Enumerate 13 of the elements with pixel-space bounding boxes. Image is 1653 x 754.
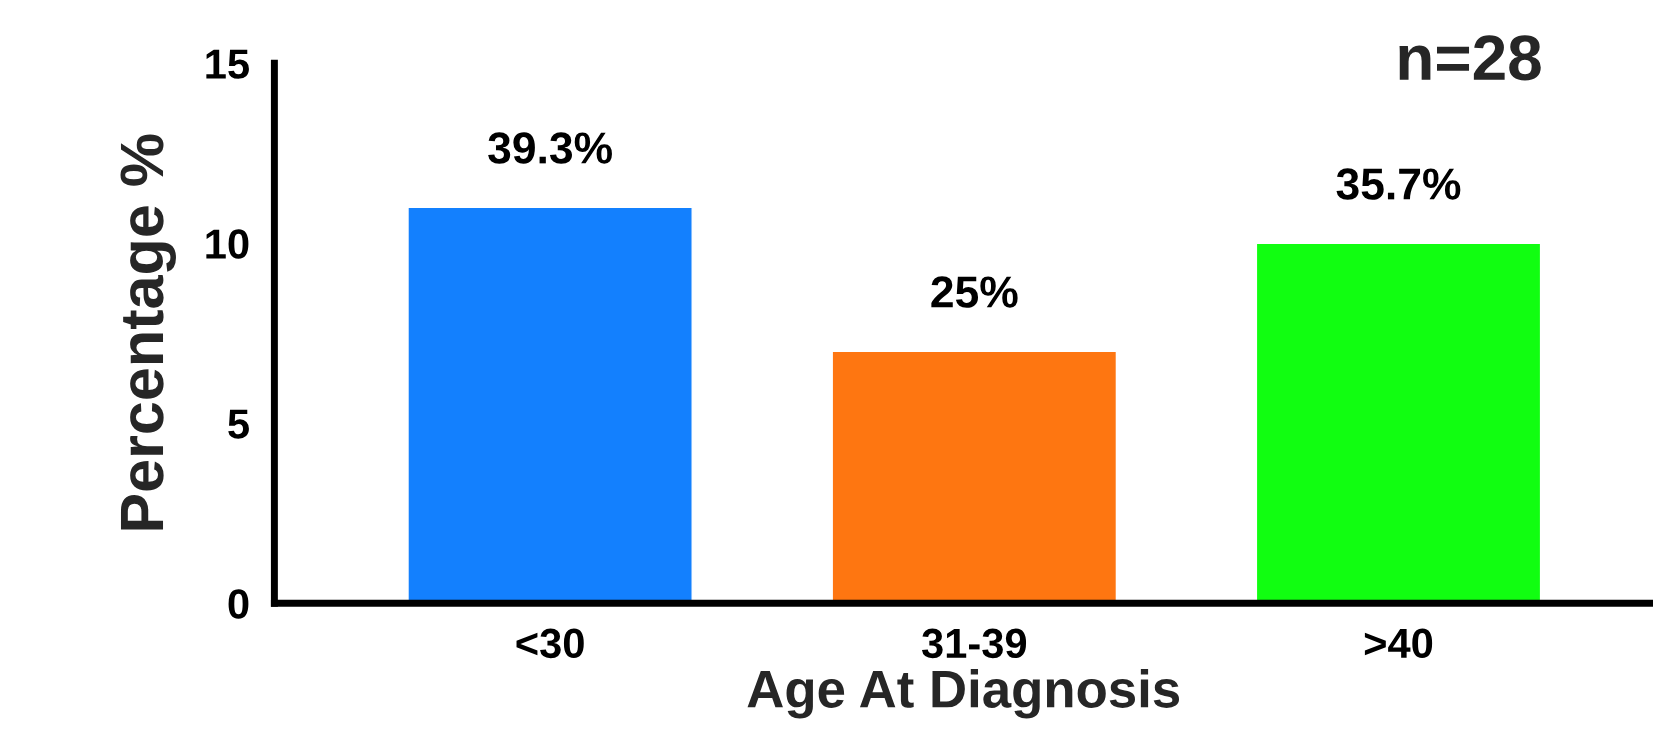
x-tick-label: >40 — [1364, 628, 1433, 659]
y-tick-label: 10 — [206, 229, 249, 259]
y-axis-title: Percentage % — [120, 134, 176, 530]
annotation: n=28 — [1399, 35, 1541, 81]
y-tick-label: 15 — [206, 49, 249, 79]
annotation: 35.7% — [1336, 168, 1461, 200]
x-tick-label: <30 — [516, 628, 584, 659]
x-axis-title: Age At Diagnosis — [747, 669, 1180, 719]
annotation: 25% — [931, 276, 1018, 308]
y-tick-label: 0 — [228, 589, 249, 619]
x-tick-label: 31-39 — [921, 628, 1027, 659]
y-tick-label: 5 — [228, 409, 249, 439]
annotation: 39.3% — [488, 132, 612, 164]
